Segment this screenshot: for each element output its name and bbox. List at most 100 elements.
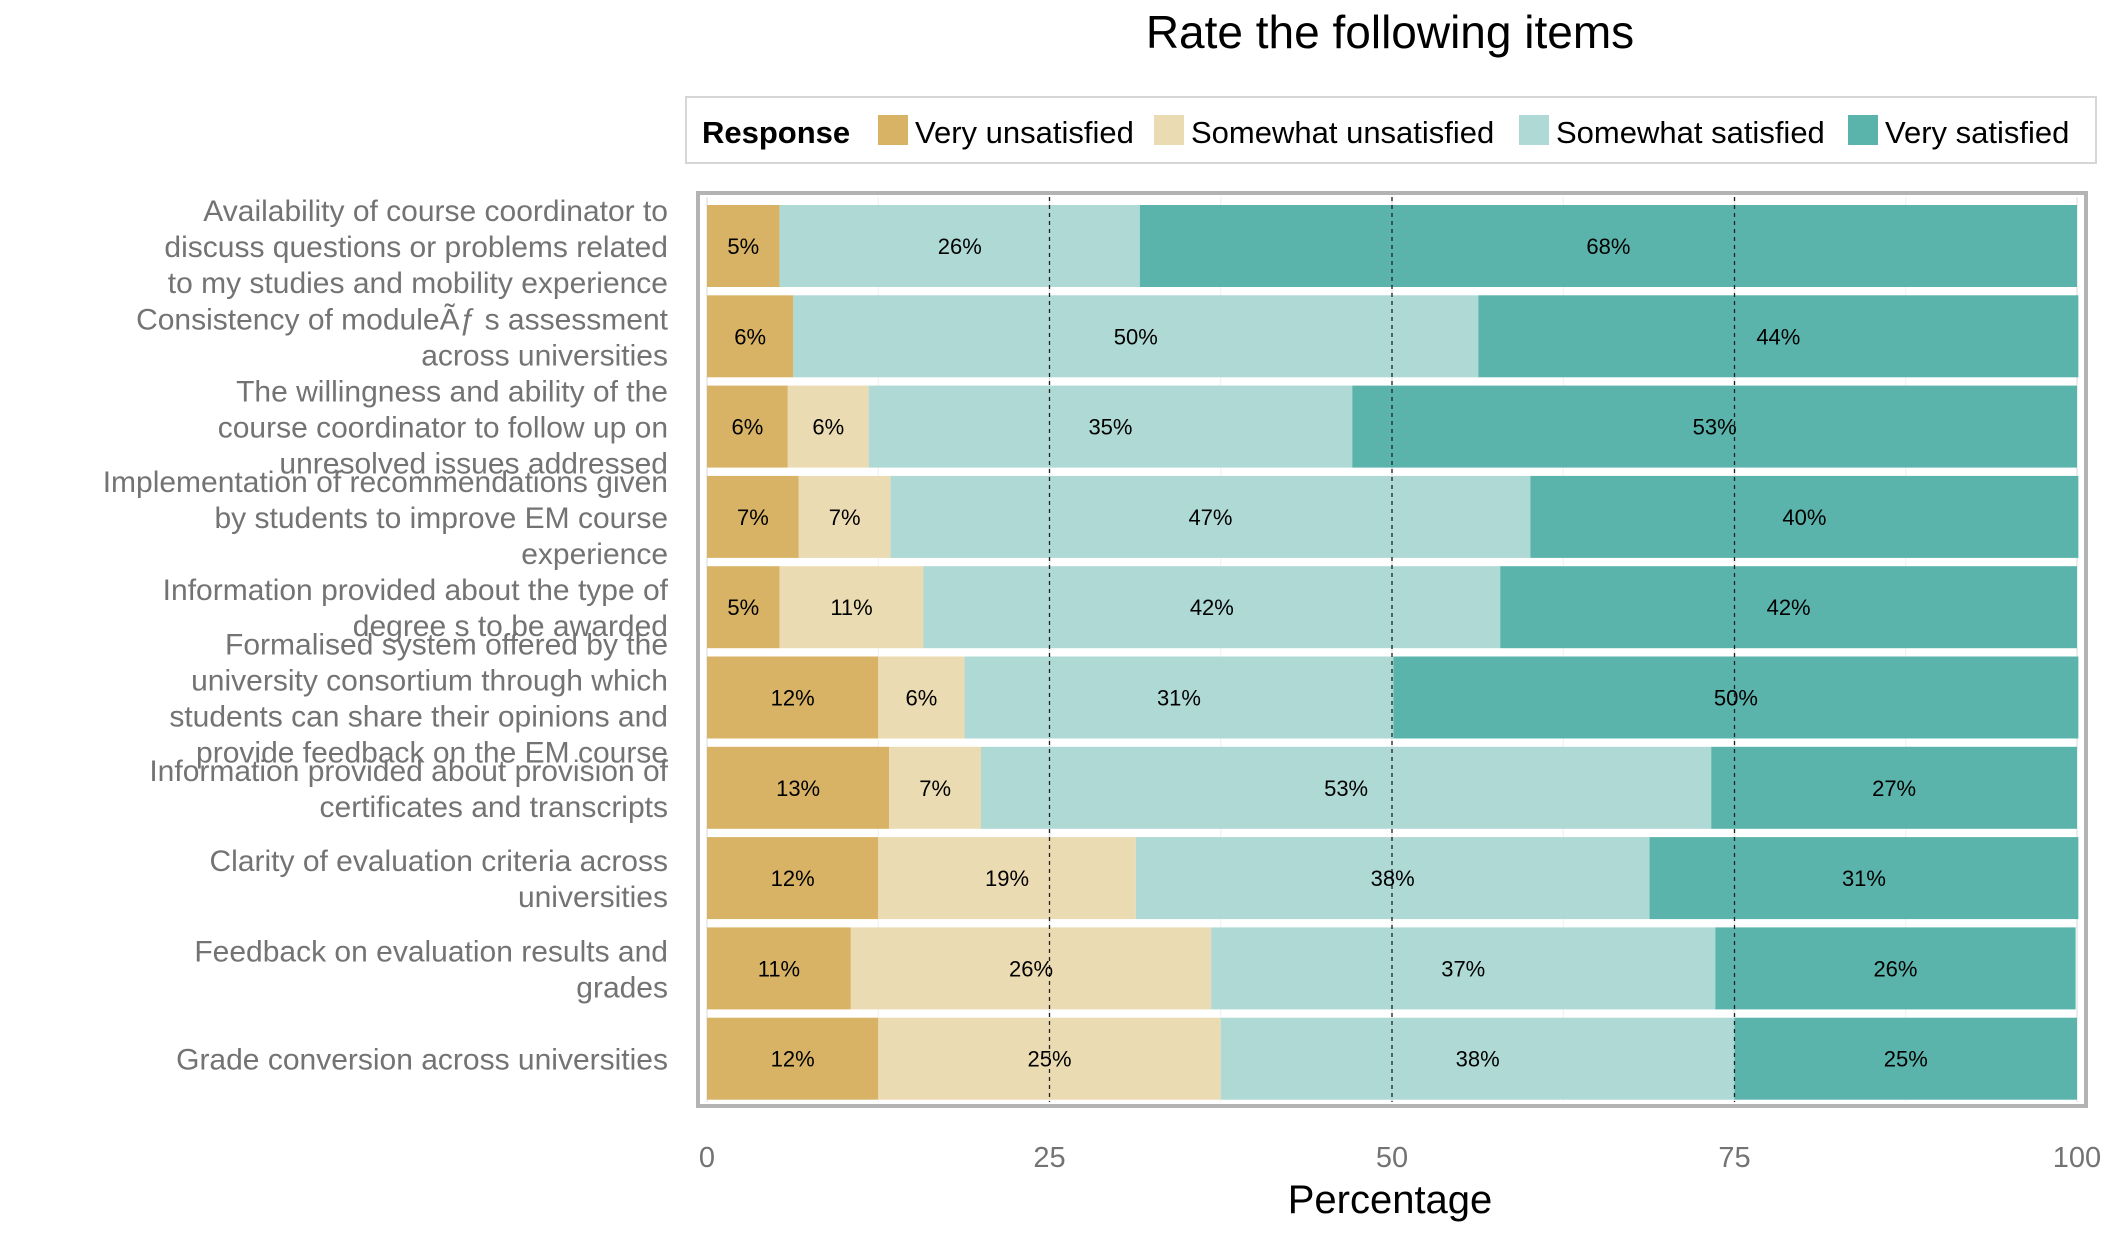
- legend-entry-label: Very unsatisfied: [915, 115, 1134, 150]
- bar-segment: [707, 837, 879, 920]
- legend-entry-label: Somewhat satisfied: [1556, 115, 1825, 150]
- category-label: Information provided about provision of c…: [149, 755, 668, 824]
- bar-segment: [1139, 205, 2077, 287]
- bar-segment: [1211, 927, 1716, 1010]
- bar-segment: [964, 656, 1394, 739]
- bar-segment: [707, 746, 890, 829]
- category-label: The willingness and ability of the course…: [218, 376, 668, 481]
- bar-segment: [923, 566, 1501, 649]
- bar-segment: [868, 385, 1353, 468]
- value-labels: 5% 26% 68% 6% 50% 44% 6% 6% 35% 53% 7% 7% 47% 40% 5% 11…: [727, 234, 1927, 1072]
- value-label: 6%: [732, 415, 764, 440]
- value-label: 42%: [1767, 595, 1811, 620]
- value-label: 6%: [734, 324, 766, 349]
- bar-segment: [878, 837, 1136, 920]
- legend-swatch: [1154, 115, 1184, 145]
- bar-segment: [793, 295, 1479, 378]
- value-label: 7%: [919, 776, 951, 801]
- bar-segment: [707, 927, 851, 1010]
- bar-segment: [1715, 927, 2076, 1010]
- legend-swatch: [878, 115, 908, 145]
- bar-segment: [1500, 566, 2077, 649]
- value-label: 12%: [771, 1047, 815, 1072]
- value-label: 47%: [1188, 505, 1232, 530]
- legend-entry-label: Very satisfied: [1885, 115, 2069, 150]
- value-label: 50%: [1114, 324, 1158, 349]
- value-label: 5%: [727, 234, 759, 259]
- bar-segment: [779, 566, 924, 649]
- bar-segment: [707, 1017, 879, 1100]
- bar-segment: [1649, 837, 2079, 920]
- plot-panel-border: [696, 191, 2088, 1108]
- bar-segment: [787, 385, 869, 468]
- value-label: 42%: [1190, 595, 1234, 620]
- category-label: Consistency of moduleÃƒ s assessment acro…: [136, 302, 669, 372]
- value-label: 13%: [776, 776, 820, 801]
- bar-segment: [1135, 837, 1650, 920]
- x-tick-label: 25: [1033, 1142, 1065, 1174]
- category-label: Grade conversion across universities: [176, 1044, 668, 1077]
- bar-segment: [1220, 1017, 1735, 1100]
- bar-segment: [707, 385, 788, 468]
- value-label: 26%: [1009, 956, 1053, 981]
- bar-segment: [707, 205, 780, 287]
- legend-title: Response: [702, 115, 850, 150]
- value-label: 12%: [771, 686, 815, 711]
- value-label: 26%: [1873, 956, 1917, 981]
- value-label: 26%: [938, 234, 982, 259]
- value-label: 11%: [758, 956, 800, 981]
- bars: [707, 205, 2079, 1100]
- bar-segment: [1530, 475, 2079, 558]
- value-label: 40%: [1782, 505, 1826, 530]
- category-labels: Availability of course coordinator to dis…: [103, 195, 669, 1077]
- x-axis-title: Percentage: [1288, 1178, 1493, 1222]
- value-label: 53%: [1324, 776, 1368, 801]
- value-label: 50%: [1714, 686, 1758, 711]
- bar-segment: [850, 927, 1212, 1010]
- legend-entry-label: Somewhat unsatisfied: [1191, 115, 1494, 150]
- value-label: 35%: [1088, 415, 1132, 440]
- legend: Response Very unsatisfied Somewhat unsati…: [685, 96, 2097, 164]
- category-label: Availability of course coordinator to dis…: [164, 195, 668, 300]
- x-tick-label: 0: [699, 1142, 715, 1174]
- value-label: 44%: [1756, 324, 1800, 349]
- value-label: 38%: [1371, 866, 1415, 891]
- category-label: Feedback on evaluation results and grades: [194, 935, 668, 1004]
- chart-title: Rate the following items: [1146, 6, 1634, 58]
- legend-swatch: [1519, 115, 1549, 145]
- x-tick-label: 75: [1718, 1142, 1750, 1174]
- value-label: 68%: [1586, 234, 1630, 259]
- value-label: 53%: [1693, 415, 1737, 440]
- x-tick-label: 100: [2053, 1142, 2101, 1174]
- bar-segment: [1393, 656, 2079, 739]
- category-label: Information provided about the type of de…: [163, 574, 669, 643]
- value-label: 19%: [985, 866, 1029, 891]
- value-label: 31%: [1842, 866, 1886, 891]
- bar-segment: [1734, 1017, 2077, 1100]
- value-label: 25%: [1884, 1047, 1928, 1072]
- value-label: 11%: [830, 595, 872, 620]
- category-label: Formalised system offered by the universi…: [169, 629, 668, 770]
- x-tick-label: 50: [1376, 1142, 1408, 1174]
- bar-segment: [707, 656, 879, 739]
- bar-segment: [707, 475, 799, 558]
- x-axis-ticks: 0 25 50 75 100: [699, 1142, 2101, 1174]
- value-label: 27%: [1872, 776, 1916, 801]
- bar-segment: [707, 566, 780, 649]
- value-label: 5%: [727, 595, 759, 620]
- value-label: 31%: [1157, 686, 1201, 711]
- bar-segment: [889, 746, 981, 829]
- value-label: 37%: [1441, 956, 1485, 981]
- value-label: 38%: [1456, 1047, 1500, 1072]
- bar-segment: [798, 475, 891, 558]
- bar-segment: [1711, 746, 2077, 829]
- value-label: 7%: [737, 505, 769, 530]
- category-label: Implementation of recommendations given b…: [103, 466, 668, 571]
- bar-segment: [779, 205, 1140, 287]
- value-label: 6%: [812, 415, 844, 440]
- value-label: 25%: [1027, 1047, 1071, 1072]
- category-label: Clarity of evaluation criteria across uni…: [209, 845, 668, 914]
- value-label: 7%: [829, 505, 861, 530]
- value-label: 6%: [906, 686, 938, 711]
